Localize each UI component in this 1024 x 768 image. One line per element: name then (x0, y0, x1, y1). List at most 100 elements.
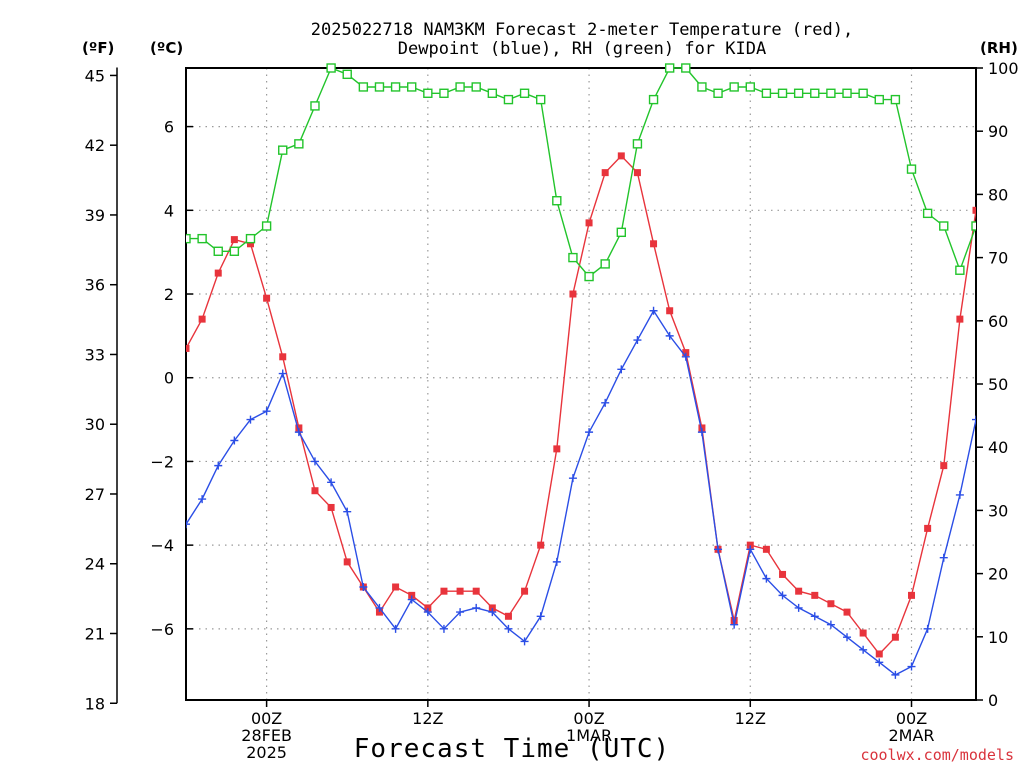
temperature-line (186, 154, 976, 656)
x-tick-label: 00Z (896, 709, 927, 728)
dewpoint-point (714, 545, 723, 554)
rh-tick-label: 10 (988, 628, 1008, 647)
dewpoint-point (262, 407, 271, 416)
dewpoint-point (214, 461, 223, 470)
dewpoint-point (294, 428, 303, 437)
dewpoint-point (327, 478, 336, 487)
rh-point (826, 88, 836, 98)
dewpoint-point (923, 624, 932, 633)
rh-tick-label: 100 (988, 59, 1019, 78)
dewpoint-point (585, 428, 594, 437)
c-tick-label: 4 (164, 201, 174, 220)
rh-point (858, 88, 868, 98)
dewpoint-point (186, 520, 190, 529)
temperature-point (891, 633, 899, 641)
rh-point (745, 82, 755, 92)
temperature-point (569, 290, 577, 298)
rh-tick-label: 30 (988, 501, 1008, 520)
credit-text: coolwx.com/models (860, 746, 1014, 764)
rh-point (713, 88, 723, 98)
rh-point (245, 233, 256, 244)
x-tick-label: 2025 (246, 743, 287, 762)
rh-point (810, 88, 820, 98)
dewpoint-point (746, 545, 755, 554)
temperature-point (795, 587, 803, 595)
temperature-point (617, 152, 625, 160)
c-tick-label: −2 (150, 452, 174, 471)
dewpoint-point (601, 398, 610, 407)
dewpoint-point (972, 415, 976, 424)
dewpoint-point (359, 582, 368, 591)
rh-point (471, 82, 481, 92)
c-tick-label: 6 (164, 118, 174, 137)
temperature-point (246, 240, 254, 248)
c-tick-label: 0 (164, 369, 174, 388)
dewpoint-point (794, 603, 803, 612)
temperature-point (762, 545, 770, 553)
rh-point (519, 88, 530, 98)
rh-tick-label: 0 (988, 691, 998, 710)
rh-point (697, 82, 707, 92)
temperature-point (875, 650, 883, 658)
temperature-point (585, 219, 593, 227)
temperature-point (827, 600, 835, 608)
x-axis-label: Forecast Time (UTC) (354, 734, 670, 764)
rh-point (278, 145, 288, 155)
rh-point (374, 82, 385, 92)
dewpoint-point (456, 608, 465, 617)
rh-point (358, 82, 369, 92)
rh-point (971, 221, 976, 231)
dewpoint-point (649, 306, 658, 315)
rh-point (455, 82, 465, 92)
rh-point (890, 94, 901, 105)
rh-line (186, 67, 976, 278)
series-rh (186, 63, 976, 282)
rh-point (552, 196, 562, 206)
f-tick-label: 36 (85, 276, 105, 295)
dewpoint-point (375, 603, 384, 612)
f-tick-label: 21 (85, 624, 105, 643)
f-tick-label: 45 (85, 66, 105, 85)
temperature-point (214, 269, 222, 277)
temperature-point (940, 462, 948, 470)
f-tick-label: 33 (85, 345, 105, 364)
dewpoint-point (843, 633, 852, 642)
dewpoint-point (762, 574, 771, 583)
f-tick-label: 27 (85, 485, 105, 504)
temperature-point (279, 353, 287, 361)
rh-point (681, 63, 691, 73)
x-tick-label: 2MAR (888, 726, 934, 745)
rh-point (906, 164, 917, 174)
rh-point (326, 63, 336, 73)
dewpoint-point (278, 369, 287, 378)
temperature-point (537, 541, 545, 549)
temperature-point (650, 240, 658, 248)
x-tick-label: 12Z (412, 709, 443, 728)
temperature-point (504, 612, 512, 620)
rh-point (261, 221, 272, 231)
dewpoint-point (891, 670, 900, 679)
rh-point (874, 94, 884, 105)
x-tick-label: 00Z (251, 709, 282, 728)
dewpoint-point (875, 658, 884, 667)
rh-tick-label: 60 (988, 312, 1008, 331)
dewpoint-point (568, 474, 577, 483)
temperature-point (392, 583, 400, 591)
dewpoint-point (907, 662, 916, 671)
series-dewpoint (186, 306, 976, 679)
dewpoint-point (778, 591, 787, 600)
temperature-point (375, 608, 383, 616)
dewpoint-point (681, 352, 690, 361)
temperature-point (263, 294, 271, 302)
rh-point (648, 94, 659, 105)
dewpoint-point (343, 507, 352, 516)
temperature-point (956, 315, 964, 323)
dewpoint-line (186, 309, 976, 676)
temperature-point (972, 206, 976, 214)
rh-tick-label: 90 (988, 122, 1008, 141)
dewpoint-point (246, 415, 255, 424)
dewpoint-point (198, 495, 207, 504)
temperature-point (440, 587, 448, 595)
temperature-point (186, 344, 190, 352)
